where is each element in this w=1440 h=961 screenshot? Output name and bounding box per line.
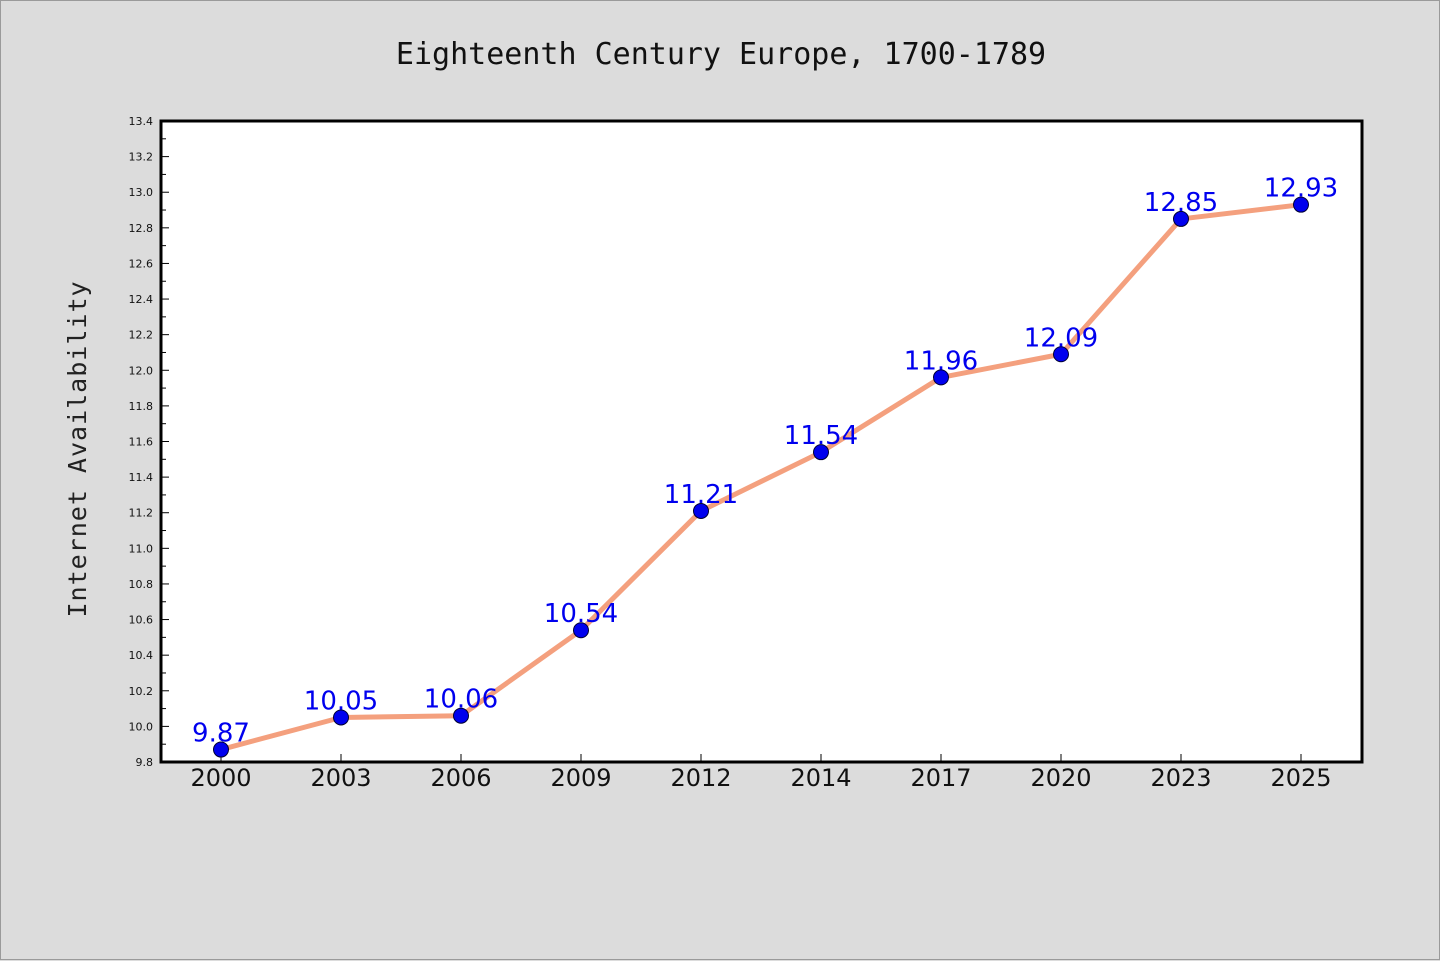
plot-area <box>159 119 1364 764</box>
y-tick-label: 12.0 <box>129 364 154 377</box>
data-label: 10.06 <box>424 685 498 715</box>
y-tick-label: 10.4 <box>129 649 154 662</box>
data-point <box>333 709 349 726</box>
data-label: 9.87 <box>192 719 250 749</box>
y-tick-label: 13.4 <box>129 115 154 128</box>
x-tick-label: 2006 <box>430 764 491 792</box>
y-tick-label: 11.6 <box>129 436 154 449</box>
data-point <box>573 622 589 639</box>
data-point <box>453 707 469 724</box>
data-label: 12.09 <box>1024 323 1098 353</box>
data-label: 11.54 <box>784 421 858 451</box>
y-tick-label: 11.2 <box>129 507 154 520</box>
data-label: 11.96 <box>904 346 978 376</box>
x-tick-label: 2020 <box>1030 764 1091 792</box>
y-tick-label: 12.4 <box>129 293 154 306</box>
y-tick-label: 10.0 <box>129 720 154 733</box>
data-point <box>1053 346 1069 363</box>
y-tick-label: 10.6 <box>129 614 154 627</box>
data-label: 10.05 <box>304 686 378 716</box>
y-tick-label: 13.0 <box>129 186 154 199</box>
data-label: 12.93 <box>1264 174 1338 204</box>
x-tick-label: 2000 <box>190 764 251 792</box>
y-tick-label: 12.6 <box>129 257 154 270</box>
y-tick-label: 10.8 <box>129 578 154 591</box>
x-tick-label: 2014 <box>790 764 851 792</box>
y-tick-label: 13.2 <box>129 151 154 164</box>
y-tick-label: 11.0 <box>129 542 154 555</box>
data-point <box>933 369 949 386</box>
x-tick-label: 2023 <box>1150 764 1211 792</box>
y-tick-label: 12.2 <box>129 329 154 342</box>
x-tick-label: 2017 <box>910 764 971 792</box>
y-tick-label: 11.8 <box>129 400 154 413</box>
x-axis: 2000 2003 2006 2009 2012 2014 2017 2020 2023 2025 <box>190 754 1332 792</box>
y-tick-label: 11.4 <box>129 471 154 484</box>
data-markers <box>213 196 1309 758</box>
data-label: 10.54 <box>544 599 618 629</box>
data-label: 12.85 <box>1144 188 1218 218</box>
y-tick-label: 10.2 <box>129 685 154 698</box>
data-label: 11.21 <box>664 480 738 510</box>
x-tick-label: 2012 <box>670 764 731 792</box>
data-point <box>213 741 229 758</box>
x-tick-label: 2009 <box>550 764 611 792</box>
x-tick-label: 2003 <box>310 764 371 792</box>
data-point <box>1293 196 1309 213</box>
y-axis-label: Internet Availability <box>63 280 92 617</box>
series-line <box>218 202 1304 753</box>
data-labels: 9.87 10.05 10.06 10.54 11.21 11.54 11.96 12.09 1… <box>192 174 1338 749</box>
series-line-group <box>218 202 1304 753</box>
x-tick-label: 2025 <box>1270 764 1331 792</box>
y-tick-label: 9.8 <box>136 756 154 769</box>
chart-title: Eighteenth Century Europe, 1700-1789 <box>396 37 1046 72</box>
y-axis: 9.8 10.0 10.2 10.4 10.6 10.8 11.0 11.2 11.4 11.6 1… <box>129 115 169 769</box>
data-point <box>693 502 709 519</box>
y-tick-label: 12.8 <box>129 222 154 235</box>
data-point <box>1173 210 1189 227</box>
data-point <box>813 444 829 461</box>
